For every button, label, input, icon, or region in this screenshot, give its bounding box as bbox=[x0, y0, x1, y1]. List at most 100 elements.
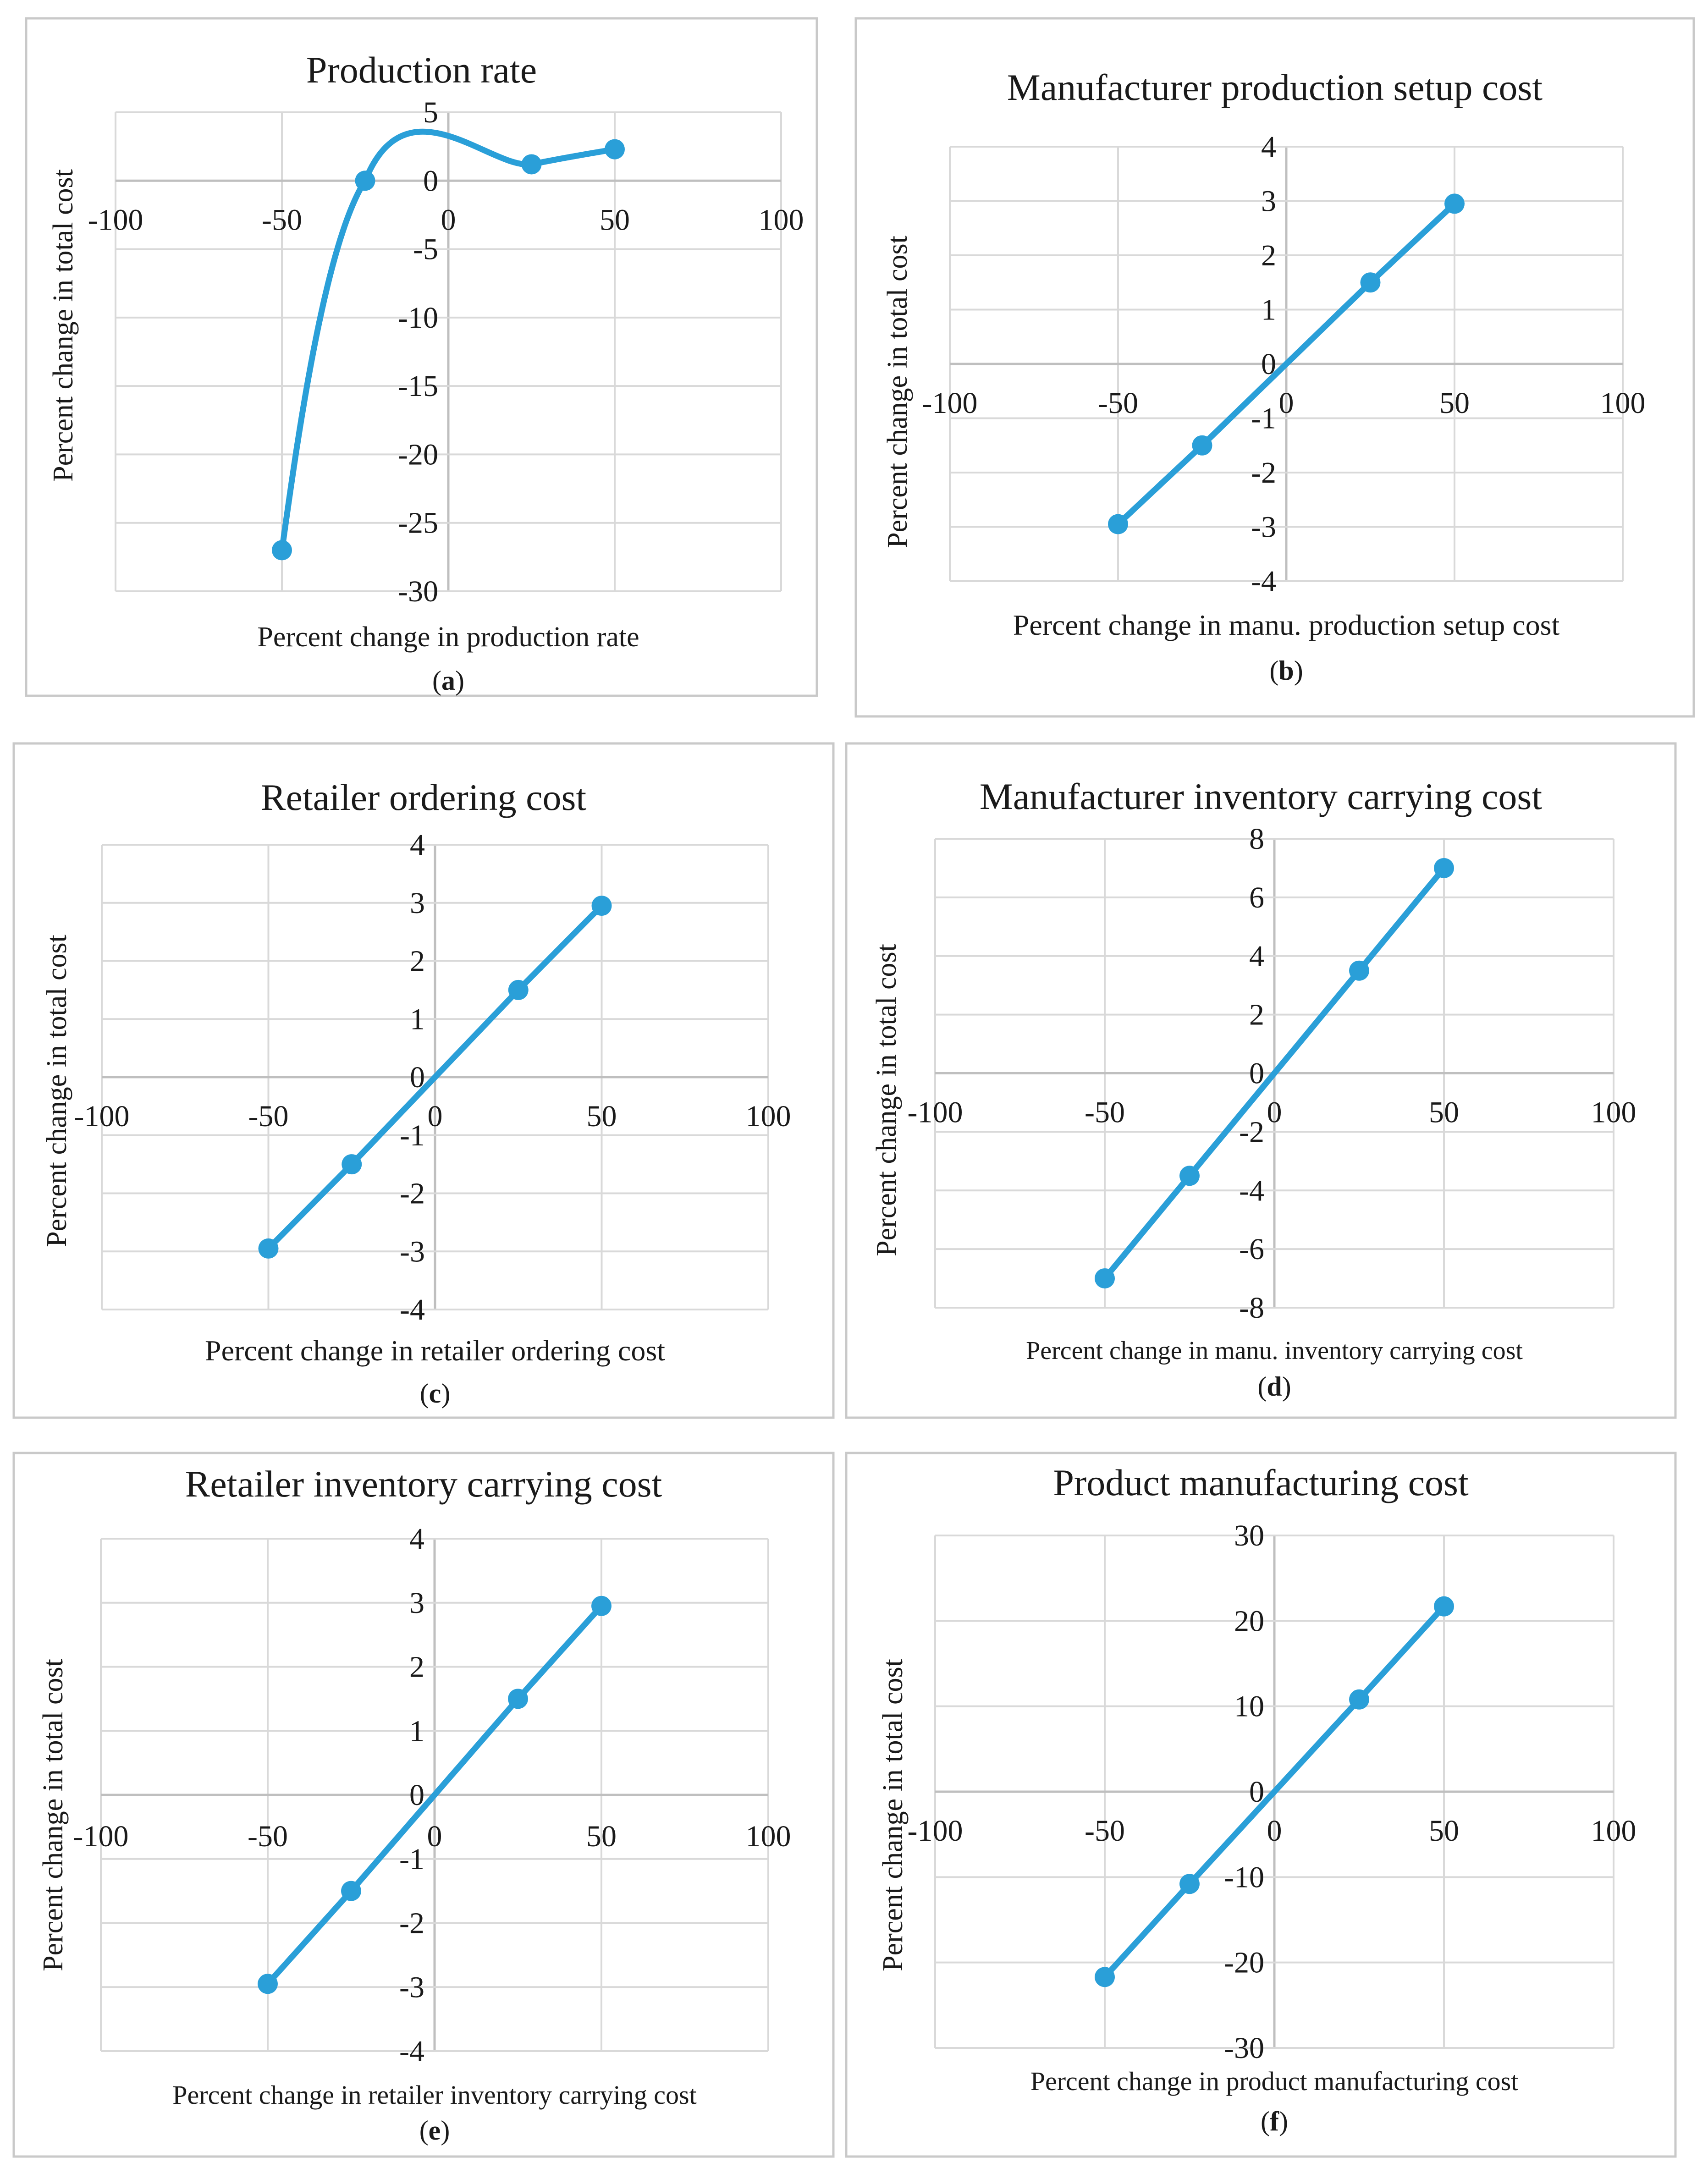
data-point bbox=[258, 1238, 279, 1259]
y-axis-title: Percent change in total cost bbox=[877, 1659, 909, 1971]
panel-letter: (a) bbox=[432, 666, 464, 696]
y-tick-label: -3 bbox=[1251, 511, 1276, 544]
x-tick-label: -50 bbox=[248, 1100, 289, 1133]
data-point bbox=[342, 1154, 362, 1175]
y-tick-label: 4 bbox=[1261, 130, 1276, 164]
data-point bbox=[1095, 1967, 1115, 1987]
y-tick-label: -1 bbox=[399, 1843, 424, 1876]
y-tick-label: -30 bbox=[398, 575, 438, 608]
data-point bbox=[1360, 272, 1381, 293]
chart-title: Manufacturer inventory carrying cost bbox=[980, 776, 1542, 817]
x-tick-label: -100 bbox=[74, 1100, 130, 1133]
y-tick-label: 2 bbox=[409, 1651, 424, 1684]
x-tick-label: 50 bbox=[1429, 1096, 1459, 1129]
panel-border bbox=[854, 17, 1695, 718]
x-tick-label: 50 bbox=[1439, 386, 1470, 420]
data-point bbox=[341, 1881, 361, 1901]
x-tick-label: 0 bbox=[1267, 1814, 1282, 1848]
y-axis-title: Percent change in total cost bbox=[48, 169, 79, 482]
y-tick-label: -4 bbox=[399, 2035, 424, 2068]
y-tick-label: 20 bbox=[1234, 1604, 1264, 1638]
y-tick-label: -2 bbox=[399, 1907, 424, 1940]
data-point bbox=[1192, 435, 1212, 456]
series-line bbox=[1102, 1603, 1447, 1980]
panel-border bbox=[845, 742, 1677, 1419]
y-axis-title: Percent change in total cost bbox=[882, 236, 913, 548]
y-tick-label: -30 bbox=[1224, 2031, 1264, 2065]
y-axis-title: Percent change in total cost bbox=[38, 1659, 69, 1971]
data-point bbox=[591, 1596, 612, 1616]
x-tick-label: -100 bbox=[908, 1096, 963, 1129]
panel-letter: (c) bbox=[420, 1378, 451, 1409]
data-point bbox=[1179, 1166, 1200, 1186]
y-tick-label: 10 bbox=[1234, 1690, 1264, 1723]
x-tick-label: 0 bbox=[428, 1100, 443, 1133]
data-point bbox=[508, 979, 529, 1000]
panel-letter: (b) bbox=[1269, 655, 1303, 686]
x-tick-label: 0 bbox=[1279, 386, 1294, 420]
y-tick-label: -4 bbox=[1239, 1174, 1264, 1207]
series-line bbox=[264, 1603, 605, 1987]
chart-title: Production rate bbox=[306, 49, 537, 91]
panel-letter: (d) bbox=[1257, 1371, 1291, 1402]
x-tick-label: -100 bbox=[908, 1814, 963, 1848]
data-point bbox=[1349, 960, 1369, 981]
y-tick-label: -2 bbox=[1251, 456, 1276, 490]
y-tick-label: 1 bbox=[1261, 293, 1276, 327]
data-point bbox=[1179, 1874, 1200, 1894]
x-axis-title: Percent change in manu. inventory carryi… bbox=[1026, 1337, 1523, 1365]
x-axis-title: Percent change in product manufacturing … bbox=[1030, 2066, 1519, 2096]
y-tick-label: -2 bbox=[1239, 1115, 1264, 1149]
y-tick-label: -10 bbox=[398, 301, 438, 335]
data-point bbox=[1444, 193, 1465, 214]
x-axis-title: Percent change in retailer ordering cost bbox=[205, 1334, 665, 1367]
x-tick-label: -100 bbox=[88, 203, 143, 237]
y-tick-label: 1 bbox=[410, 1002, 425, 1036]
chart-title: Retailer inventory carrying cost bbox=[185, 1463, 662, 1505]
data-point bbox=[1095, 1268, 1115, 1289]
x-tick-label: -50 bbox=[262, 203, 302, 237]
series-line bbox=[1115, 200, 1458, 528]
y-tick-label: 4 bbox=[410, 828, 425, 862]
x-tick-label: -100 bbox=[73, 1820, 129, 1853]
y-axis-title: Percent change in total cost bbox=[871, 944, 902, 1256]
data-point bbox=[605, 139, 625, 160]
x-tick-label: 100 bbox=[1600, 386, 1646, 420]
y-tick-label: 2 bbox=[410, 945, 425, 978]
x-tick-label: 0 bbox=[441, 203, 456, 237]
y-tick-label: 4 bbox=[1249, 940, 1264, 973]
y-tick-label: 3 bbox=[1261, 185, 1276, 218]
data-point bbox=[258, 1974, 278, 1994]
chart-title: Retailer ordering cost bbox=[261, 776, 587, 818]
y-tick-label: 3 bbox=[410, 886, 425, 920]
y-tick-label: -4 bbox=[1251, 565, 1276, 598]
y-tick-label: -4 bbox=[400, 1293, 425, 1326]
y-tick-label: -20 bbox=[398, 438, 438, 471]
chart-title: Product manufacturing cost bbox=[1053, 1462, 1469, 1503]
data-point bbox=[355, 171, 375, 191]
panel-border bbox=[12, 742, 835, 1419]
y-tick-label: 2 bbox=[1249, 998, 1264, 1032]
x-tick-label: -50 bbox=[1098, 386, 1138, 420]
x-tick-label: -100 bbox=[922, 386, 978, 420]
series-line bbox=[265, 902, 605, 1252]
y-tick-label: -15 bbox=[398, 369, 438, 403]
x-tick-label: -50 bbox=[248, 1820, 288, 1853]
series-line bbox=[1102, 865, 1447, 1282]
data-point bbox=[1434, 1596, 1454, 1617]
data-point bbox=[272, 540, 292, 561]
y-tick-label: -1 bbox=[1251, 402, 1276, 435]
y-tick-label: -2 bbox=[400, 1177, 425, 1211]
y-tick-label: 1 bbox=[409, 1714, 424, 1748]
y-tick-label: -20 bbox=[1224, 1946, 1264, 1980]
data-point bbox=[591, 896, 612, 916]
data-point bbox=[508, 1689, 528, 1709]
data-point bbox=[1108, 514, 1128, 534]
x-tick-label: 0 bbox=[1267, 1096, 1282, 1129]
y-axis-title: Percent change in total cost bbox=[41, 935, 72, 1247]
series-line bbox=[279, 128, 618, 553]
